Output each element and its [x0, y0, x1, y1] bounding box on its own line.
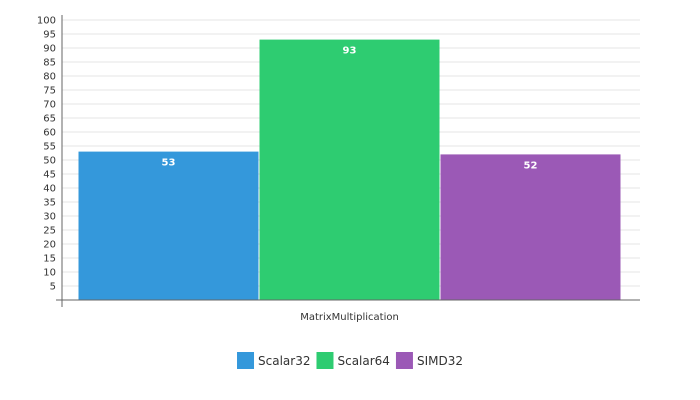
bar-simd32: [440, 154, 621, 300]
y-tick-label: 100: [37, 16, 56, 27]
bars: [78, 39, 621, 300]
y-tick-label: 55: [43, 142, 56, 153]
data-labels: 53 93 52: [162, 46, 538, 172]
data-label: 53: [162, 158, 176, 169]
y-tick-label: 80: [43, 72, 56, 83]
y-tick-label: 60: [43, 128, 56, 139]
y-tick-label: 35: [43, 198, 56, 209]
y-tick-label: 30: [43, 212, 56, 223]
data-label: 52: [524, 160, 538, 171]
y-tick-label: 15: [43, 254, 56, 265]
y-tick-label: 85: [43, 58, 56, 69]
y-tick-label: 95: [43, 30, 56, 41]
legend: Scalar32 Scalar64 SIMD32: [237, 352, 463, 369]
y-tick-label: 40: [43, 184, 56, 195]
legend-swatch: [316, 352, 334, 369]
y-tick-label: 50: [43, 156, 56, 167]
axes: 5 10 15 20 25 30 35 40 45 50 55 60 65 70 75 80 85 90 95 100…: [37, 15, 640, 323]
y-tick-label: 65: [43, 114, 56, 125]
bar-scalar64: [259, 39, 440, 300]
y-tick-label: 10: [43, 268, 56, 279]
y-tick-label: 20: [43, 240, 56, 251]
legend-label: Scalar64: [337, 354, 389, 368]
y-tick-label: 90: [43, 44, 56, 55]
data-label: 93: [343, 46, 357, 57]
y-tick-label: 45: [43, 170, 56, 181]
y-tick-label: 75: [43, 86, 56, 97]
y-tick-label: 5: [50, 282, 56, 293]
y-tick-label: 70: [43, 100, 56, 111]
legend-swatch: [237, 352, 255, 369]
legend-label: Scalar32: [258, 354, 310, 368]
y-tick-label: 25: [43, 226, 56, 237]
legend-label: SIMD32: [417, 354, 463, 368]
bar-scalar32: [78, 151, 259, 300]
x-tick-label: MatrixMultiplication: [300, 312, 399, 323]
legend-swatch: [395, 352, 413, 369]
